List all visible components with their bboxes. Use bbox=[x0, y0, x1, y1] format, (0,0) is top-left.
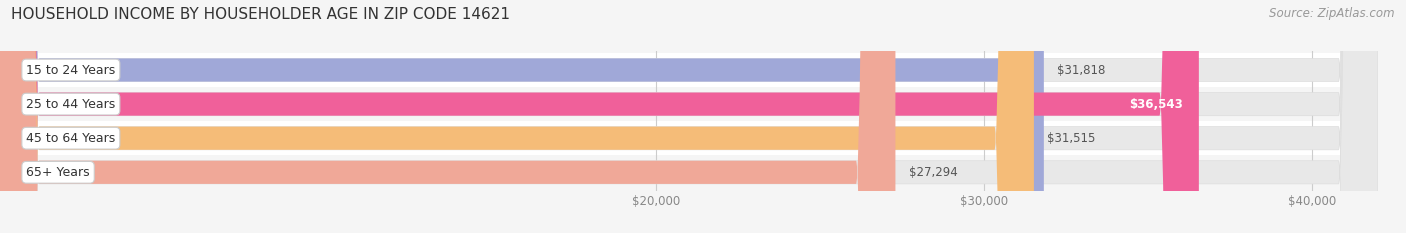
FancyBboxPatch shape bbox=[0, 0, 896, 233]
Text: $31,818: $31,818 bbox=[1057, 64, 1105, 76]
FancyBboxPatch shape bbox=[0, 0, 1033, 233]
Text: Source: ZipAtlas.com: Source: ZipAtlas.com bbox=[1270, 7, 1395, 20]
FancyBboxPatch shape bbox=[0, 0, 1199, 233]
Text: 15 to 24 Years: 15 to 24 Years bbox=[27, 64, 115, 76]
Text: 45 to 64 Years: 45 to 64 Years bbox=[27, 132, 115, 145]
Bar bbox=[0, 155, 1378, 189]
FancyBboxPatch shape bbox=[0, 0, 1043, 233]
Bar bbox=[0, 121, 1378, 155]
Text: HOUSEHOLD INCOME BY HOUSEHOLDER AGE IN ZIP CODE 14621: HOUSEHOLD INCOME BY HOUSEHOLDER AGE IN Z… bbox=[11, 7, 510, 22]
Text: $31,515: $31,515 bbox=[1047, 132, 1095, 145]
Bar bbox=[0, 87, 1378, 121]
Text: 25 to 44 Years: 25 to 44 Years bbox=[27, 98, 115, 111]
Bar bbox=[0, 53, 1378, 87]
Text: $27,294: $27,294 bbox=[908, 166, 957, 179]
Text: $36,543: $36,543 bbox=[1129, 98, 1182, 111]
Text: 65+ Years: 65+ Years bbox=[27, 166, 90, 179]
